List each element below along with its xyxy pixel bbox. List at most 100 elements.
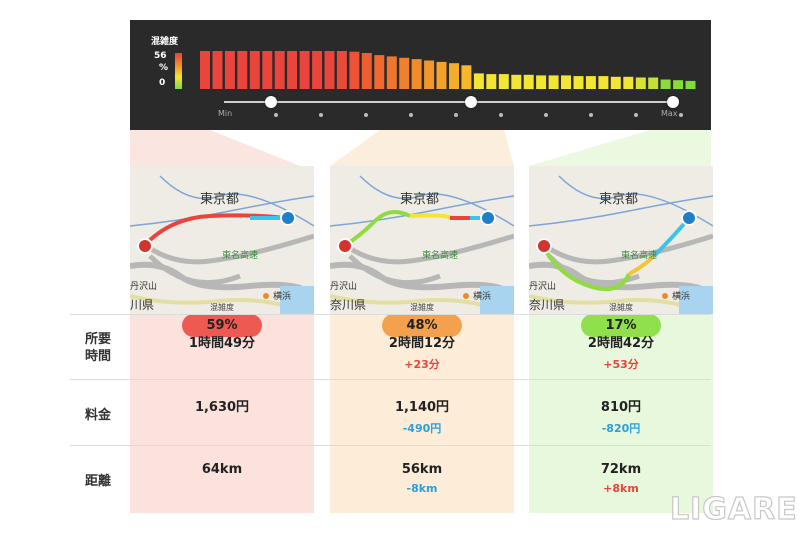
- slider-knob[interactable]: [265, 96, 278, 108]
- congestion-bar: [237, 51, 248, 89]
- slider-track[interactable]: [224, 101, 673, 103]
- fee-cell-1: 1,630円: [130, 396, 314, 415]
- congestion-bar: [411, 59, 422, 89]
- map-label-tomei: 東名高速: [621, 249, 657, 261]
- slider-min-label: Min: [218, 109, 233, 118]
- congestion-bar: [511, 74, 522, 90]
- congestion-badge-1: 59%: [182, 314, 262, 337]
- distance-value-3: 72km: [600, 462, 642, 477]
- congestion-bar: [361, 53, 372, 89]
- row-divider: [70, 445, 711, 446]
- congestion-badge-2: 48%: [382, 314, 462, 337]
- congestion-bar: [660, 79, 671, 89]
- congestion-bar: [324, 51, 335, 89]
- slider-tick: [499, 113, 503, 117]
- route-column-3[interactable]: 東京都 東名高速 丹沢山 奈川県 横浜 混雑度 17% 2時間42分 +53分 …: [529, 166, 713, 513]
- panel-title: 混雑度: [151, 37, 179, 47]
- congestion-bar: [200, 51, 210, 89]
- map-label-yokohama: 横浜: [672, 290, 690, 302]
- slider-tick: [274, 113, 278, 117]
- fee-value-2: 1,140円: [394, 400, 450, 415]
- congestion-bar: [374, 55, 385, 89]
- route-map-1[interactable]: 東京都 東名高速 丹沢山 川県 横浜: [130, 166, 314, 314]
- congestion-bar: [249, 51, 260, 89]
- congestion-badge-3: 17%: [581, 314, 661, 337]
- congestion-bar: [449, 63, 459, 89]
- ligare-logo: LIGARE: [669, 491, 798, 527]
- slider-tick: [364, 113, 368, 117]
- congestion-bar: [623, 76, 634, 89]
- congestion-bar: [573, 76, 584, 89]
- congestion-bar: [685, 80, 696, 89]
- congestion-bar: [648, 77, 659, 89]
- map-graphic-3: 東京都 東名高速 丹沢山 奈川県 横浜: [529, 166, 713, 314]
- map-label-kanagawa: 奈川県: [330, 298, 366, 312]
- route-column-1[interactable]: 東京都 東名高速 丹沢山 川県 横浜 混雑度 59% 1時間49分 1,630円…: [130, 166, 314, 513]
- distance-diff-3: +8km: [603, 482, 639, 495]
- congestion-bar: [312, 51, 323, 89]
- distance-cell-1: 64km: [130, 462, 314, 477]
- congestion-bar: [598, 76, 609, 89]
- map-label-tanzawa: 丹沢山: [529, 280, 556, 292]
- row-label-time-line2: 時間: [84, 349, 111, 364]
- map-label-tomei: 東名高速: [422, 249, 458, 261]
- fee-cell-3: 810円 -820円: [529, 396, 713, 436]
- map-label-tokyo: 東京都: [599, 191, 638, 207]
- congestion-caption-3: 混雑度: [609, 303, 633, 312]
- time-value-3: 2時間42分: [587, 336, 655, 351]
- congestion-bar: [673, 80, 684, 89]
- congestion-bar: [561, 75, 571, 89]
- row-label-fee: 料金: [84, 408, 111, 423]
- time-cell-2: 2時間12分 +23分: [330, 332, 514, 372]
- fee-diff-3: -820円: [601, 422, 641, 435]
- slider-tick: [454, 113, 458, 117]
- map-label-tomei: 東名高速: [222, 249, 258, 261]
- route-map-3[interactable]: 東京都 東名高速 丹沢山 奈川県 横浜: [529, 166, 713, 314]
- slider-tick: [319, 113, 323, 117]
- congestion-bar: [548, 75, 559, 89]
- distance-value-1: 64km: [201, 462, 243, 477]
- route-map-2[interactable]: 東京都 東名高速 丹沢山 奈川県 横浜: [330, 166, 514, 314]
- route-column-2[interactable]: 東京都 東名高速 丹沢山 奈川県 横浜 混雑度 48% 2時間12分 +23分 …: [330, 166, 514, 513]
- congestion-bar: [424, 60, 435, 89]
- time-value-2: 2時間12分: [388, 336, 456, 351]
- map-label-kanagawa: 奈川県: [529, 298, 565, 312]
- map-label-tanzawa: 丹沢山: [130, 280, 157, 292]
- distance-value-2: 56km: [401, 462, 443, 477]
- slider-knob[interactable]: [464, 96, 477, 108]
- row-label-time-line1: 所要: [84, 332, 111, 347]
- time-diff-3: +53分: [603, 358, 639, 371]
- slider-tick: [634, 113, 638, 117]
- row-label-distance: 距離: [84, 474, 111, 489]
- congestion-bar: [287, 51, 298, 89]
- fee-value-3: 810円: [600, 400, 642, 415]
- slider-knob[interactable]: [667, 96, 679, 108]
- congestion-color-legend: [175, 53, 182, 89]
- congestion-caption-2: 混雑度: [410, 303, 434, 312]
- congestion-bar: [386, 56, 397, 89]
- scale-top-label: 56: [154, 51, 167, 61]
- distance-cell-2: 56km -8km: [330, 462, 514, 495]
- row-divider: [70, 379, 711, 380]
- map-label-yokohama: 横浜: [473, 290, 491, 302]
- distance-cell-3: 72km +8km: [529, 462, 713, 495]
- distance-diff-2: -8km: [406, 482, 438, 495]
- slider-tick: [409, 113, 413, 117]
- map-label-tanzawa: 丹沢山: [330, 280, 357, 292]
- slider-tick: [544, 113, 548, 117]
- map-graphic-1: 東京都 東名高速 丹沢山 川県 横浜: [130, 166, 314, 314]
- fee-cell-2: 1,140円 -490円: [330, 396, 514, 436]
- congestion-bar: [299, 51, 310, 89]
- congestion-bar: [585, 76, 596, 89]
- map-label-tokyo: 東京都: [400, 191, 439, 207]
- congestion-bar: [536, 75, 547, 89]
- congestion-bar: [523, 74, 534, 90]
- congestion-bar: [486, 74, 497, 89]
- fee-value-1: 1,630円: [194, 400, 250, 415]
- congestion-bars: [200, 51, 696, 90]
- row-label-time: 所要 時間: [80, 331, 116, 365]
- congestion-caption-1: 混雑度: [210, 303, 234, 312]
- congestion-bar: [498, 74, 509, 89]
- time-diff-2: +23分: [404, 358, 440, 371]
